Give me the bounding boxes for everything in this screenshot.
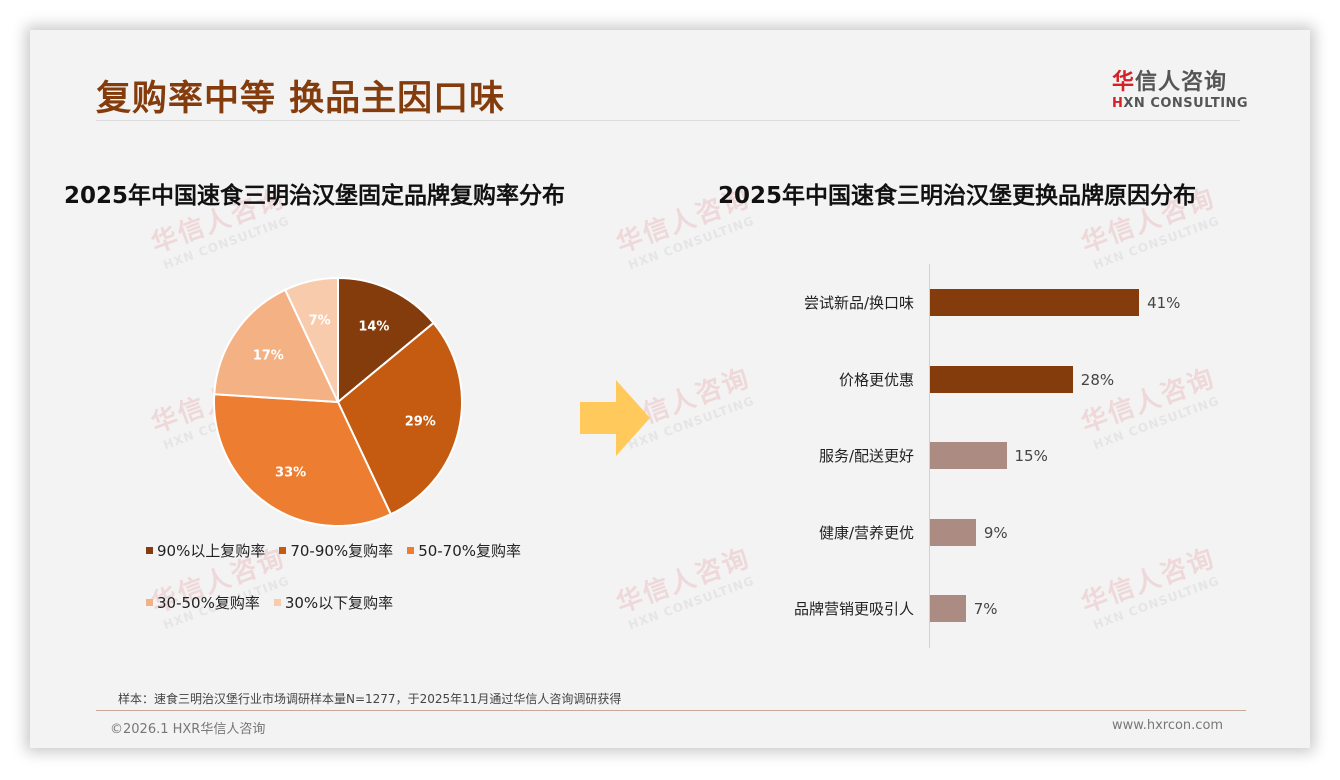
bar-label: 价格更优惠 bbox=[838, 371, 914, 389]
bar-value-label: 9% bbox=[983, 524, 1008, 542]
legend-item: 70-90%复购率 bbox=[279, 540, 393, 561]
bar-label: 健康/营养更优 bbox=[818, 524, 914, 542]
bar bbox=[930, 366, 1073, 393]
copyright: ©2026.1 HXR华信人咨询 bbox=[110, 722, 266, 737]
pie-slice-label: 17% bbox=[253, 349, 284, 364]
pie-slice-label: 33% bbox=[275, 466, 306, 481]
legend-item: 90%以上复购率 bbox=[146, 540, 265, 561]
legend-item: 30%以下复购率 bbox=[273, 592, 394, 613]
bar-row: 服务/配送更好 15% bbox=[730, 442, 1210, 470]
sample-note: 样本：速食三明治汉堡行业市场调研样本量N=1277，于2025年11月通过华信人… bbox=[118, 692, 622, 706]
bar-label: 品牌营销更吸引人 bbox=[793, 600, 914, 618]
logo-cn: 华信人咨询 bbox=[1112, 64, 1248, 96]
legend-swatch bbox=[146, 599, 153, 606]
bar-chart-title: 2025年中国速食三明治汉堡更换品牌原因分布 bbox=[718, 183, 1197, 209]
title-divider bbox=[96, 120, 1240, 121]
pie-legend: 90%以上复购率 70-90%复购率 50-70%复购率 30-50%复购率 30%以… bbox=[146, 540, 566, 644]
pie-chart: 14% 29% 33% 17% 7% bbox=[213, 276, 463, 527]
bar-chart: 尝试新品/换口味 41% 价格更优惠 28% 服务/配送更好 15% 健康/营养更优 9% 品牌… bbox=[730, 264, 1210, 648]
legend-label: 70-90%复购率 bbox=[290, 542, 394, 560]
page-title: 复购率中等 换品主因口味 bbox=[96, 79, 506, 119]
logo-en: HXN CONSULTING bbox=[1112, 96, 1248, 111]
bar-row: 健康/营养更优 9% bbox=[730, 519, 1210, 547]
logo-en-accent: H bbox=[1112, 96, 1124, 111]
bar-chart-axis bbox=[929, 264, 930, 648]
legend-label: 50-70%复购率 bbox=[418, 542, 522, 560]
pie-slice-label: 14% bbox=[358, 320, 389, 335]
legend-item: 50-70%复购率 bbox=[407, 540, 521, 561]
bar-label: 尝试新品/换口味 bbox=[803, 294, 914, 312]
legend-swatch bbox=[407, 547, 415, 554]
pie-chart-title: 2025年中国速食三明治汉堡固定品牌复购率分布 bbox=[64, 183, 566, 209]
bar bbox=[930, 519, 976, 546]
bar-row: 价格更优惠 28% bbox=[730, 366, 1210, 394]
legend-label: 30-50%复购率 bbox=[157, 594, 260, 612]
pie-slice bbox=[283, 276, 339, 403]
legend-swatch bbox=[279, 547, 287, 554]
logo-en-text: XN CONSULTING bbox=[1123, 96, 1249, 111]
bar-value-label: 41% bbox=[1147, 294, 1181, 312]
bar bbox=[930, 442, 1007, 469]
legend-swatch bbox=[273, 599, 281, 606]
pie-slice bbox=[213, 393, 393, 527]
pie-slice-label: 7% bbox=[309, 314, 331, 329]
legend-item: 30-50%复购率 bbox=[146, 592, 260, 613]
footer-divider bbox=[96, 710, 1246, 711]
legend-swatch bbox=[146, 547, 153, 554]
bar bbox=[930, 289, 1140, 316]
legend-row: 90%以上复购率 70-90%复购率 50-70%复购率 bbox=[146, 540, 566, 592]
bar-value-label: 28% bbox=[1080, 371, 1115, 389]
logo-cn-text: 信人咨询 bbox=[1135, 70, 1228, 95]
legend-label: 90%以上复购率 bbox=[157, 542, 266, 560]
website: www.hxrcon.com bbox=[1112, 718, 1224, 733]
logo: 华信人咨询 HXN CONSULTING bbox=[1112, 64, 1248, 111]
pie-slice bbox=[337, 276, 435, 405]
bar-row: 品牌营销更吸引人 7% bbox=[730, 595, 1210, 623]
bar-value-label: 15% bbox=[1014, 447, 1048, 465]
bar-label: 服务/配送更好 bbox=[818, 447, 914, 465]
legend-row: 30-50%复购率 30%以下复购率 bbox=[146, 592, 566, 644]
bar bbox=[930, 595, 966, 622]
pie-slice-label: 29% bbox=[405, 414, 436, 429]
arrow-right-icon bbox=[580, 380, 650, 456]
legend-label: 30%以下复购率 bbox=[284, 594, 394, 612]
bar-value-label: 7% bbox=[973, 600, 998, 618]
pie-slice bbox=[213, 288, 340, 404]
logo-cn-accent: 华 bbox=[1112, 70, 1136, 95]
slide: 复购率中等 换品主因口味 华信人咨询 HXN CONSULTING 华信人咨询 H… bbox=[30, 30, 1310, 748]
bar-row: 尝试新品/换口味 41% bbox=[730, 289, 1210, 317]
